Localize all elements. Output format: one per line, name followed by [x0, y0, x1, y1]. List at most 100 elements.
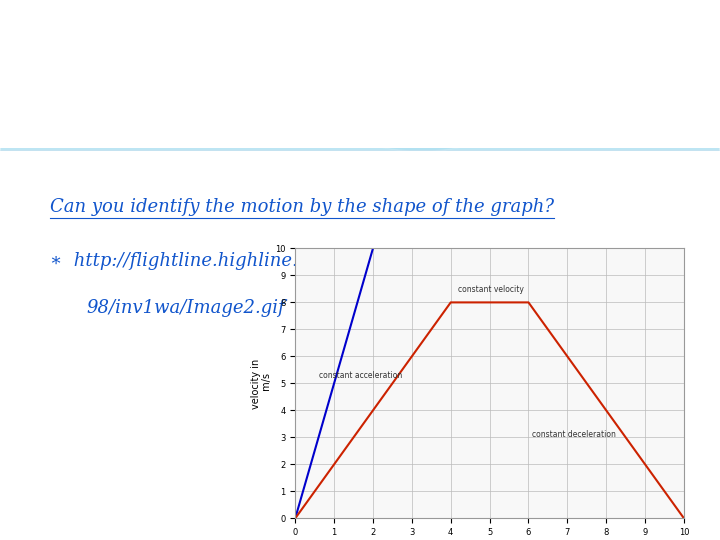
- Bar: [0, 149, 720, 151]
- Bar: [0, 150, 720, 151]
- Bar: [0, 149, 720, 151]
- Bar: [0, 148, 720, 150]
- Bar: [0, 150, 720, 151]
- Bar: [0, 148, 720, 150]
- Bar: [0, 148, 720, 150]
- Bar: [0, 149, 720, 151]
- Bar: [0, 148, 720, 150]
- Bar: [0, 148, 720, 150]
- Bar: [0, 148, 720, 150]
- Bar: [0, 149, 720, 151]
- Text: constant deceleration: constant deceleration: [532, 430, 616, 440]
- Bar: [0, 150, 720, 151]
- Bar: [0, 149, 720, 151]
- Bar: [0, 149, 720, 151]
- Text: Can you identify the motion by the shape of the graph?: Can you identify the motion by the shape…: [50, 198, 554, 216]
- Bar: [0, 149, 720, 151]
- Bar: [0, 148, 720, 150]
- Bar: [0, 149, 720, 151]
- Bar: [0, 148, 720, 150]
- Text: constant acceleration: constant acceleration: [318, 371, 402, 380]
- Bar: [0, 148, 720, 150]
- Bar: [0, 149, 720, 151]
- Bar: [0, 149, 720, 151]
- Bar: [0, 149, 720, 151]
- Bar: [0, 148, 720, 150]
- Bar: [0, 148, 720, 150]
- Bar: [0, 149, 720, 151]
- Bar: [0, 148, 720, 150]
- Bar: [0, 148, 720, 150]
- Bar: [0, 149, 720, 150]
- Bar: [0, 149, 720, 151]
- Bar: [0, 150, 720, 151]
- Bar: [0, 149, 720, 151]
- Bar: [0, 150, 720, 151]
- Bar: [0, 150, 720, 151]
- Bar: [0, 150, 720, 151]
- Bar: [0, 148, 720, 150]
- Bar: [0, 149, 720, 151]
- Bar: [0, 150, 720, 151]
- Bar: [0, 148, 720, 150]
- Bar: [0, 149, 720, 150]
- Bar: [0, 148, 720, 150]
- Bar: [0, 149, 720, 151]
- Bar: [0, 150, 720, 151]
- Bar: [0, 149, 720, 151]
- Bar: [0, 148, 720, 150]
- Bar: [0, 148, 720, 150]
- Text: constant velocity: constant velocity: [459, 285, 524, 294]
- Bar: [0, 150, 720, 151]
- Bar: [0, 149, 720, 151]
- Bar: [0, 150, 720, 151]
- Bar: [0, 148, 720, 150]
- Bar: [0, 148, 720, 150]
- Bar: [0, 150, 720, 151]
- Bar: [0, 149, 720, 150]
- Bar: [0, 148, 720, 150]
- Bar: [0, 148, 720, 150]
- Bar: [0, 148, 720, 150]
- Bar: [0, 148, 720, 150]
- Bar: [0, 148, 720, 150]
- Bar: [0, 149, 720, 151]
- Bar: [0, 148, 720, 150]
- Text: Basic Shapes of Velocity-Time Graphs: Basic Shapes of Velocity-Time Graphs: [29, 34, 720, 72]
- Bar: [0, 148, 720, 150]
- Bar: [0, 148, 720, 150]
- Bar: [0, 148, 720, 150]
- Bar: [0, 150, 720, 151]
- Bar: [0, 148, 720, 150]
- Bar: [0, 149, 720, 151]
- Bar: [0, 150, 720, 151]
- Bar: [0, 149, 720, 150]
- Bar: [0, 150, 720, 151]
- Bar: [0, 149, 720, 150]
- Bar: [0, 148, 720, 150]
- Bar: [0, 149, 720, 150]
- Bar: [0, 148, 720, 150]
- Bar: [0, 148, 720, 150]
- Bar: [0, 149, 720, 151]
- Bar: [0, 150, 720, 151]
- Bar: [0, 150, 720, 151]
- Y-axis label: velocity in
 m/s: velocity in m/s: [251, 358, 272, 409]
- Bar: [0, 149, 720, 151]
- Bar: [0, 149, 720, 151]
- Bar: [0, 148, 720, 150]
- Bar: [0, 150, 720, 151]
- Bar: [0, 150, 720, 151]
- Bar: [0, 148, 720, 150]
- Bar: [0, 149, 720, 151]
- Bar: [0, 148, 720, 150]
- Text: 98/inv1wa/Image2.gif: 98/inv1wa/Image2.gif: [86, 299, 285, 317]
- Bar: [0, 149, 720, 151]
- Bar: [0, 150, 720, 151]
- Text: ∗  http://flightline.highline.edu/escott/courses/uwcrses/1: ∗ http://flightline.highline.edu/escott/…: [50, 252, 569, 271]
- Bar: [0, 150, 720, 151]
- Bar: [0, 149, 720, 151]
- Bar: [0, 150, 720, 151]
- Bar: [0, 148, 720, 150]
- Bar: [0, 149, 720, 150]
